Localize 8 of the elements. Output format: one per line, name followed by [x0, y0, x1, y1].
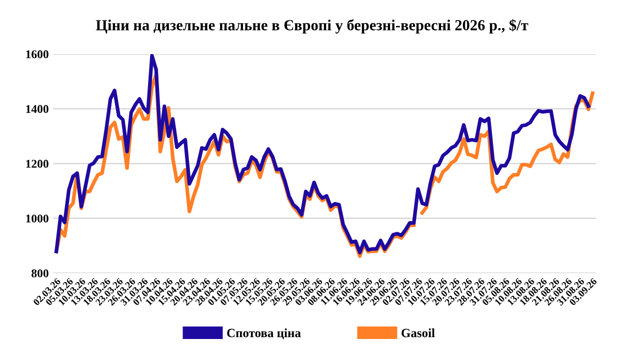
y-tick-label: 1400 — [26, 105, 48, 114]
y-tick-label: 1200 — [26, 160, 48, 168]
chart-title: Ціни на дизельне пальне в Європі у березні-вересні 2026 р., $/т — [96, 19, 528, 34]
y-tick-label: 1600 — [26, 50, 48, 58]
legend-label: Спотова ціна — [227, 328, 301, 340]
legend-label: Gasoil — [402, 328, 435, 338]
y-tick-label: 1000 — [26, 214, 48, 223]
y-tick-label: 800 — [32, 269, 48, 278]
